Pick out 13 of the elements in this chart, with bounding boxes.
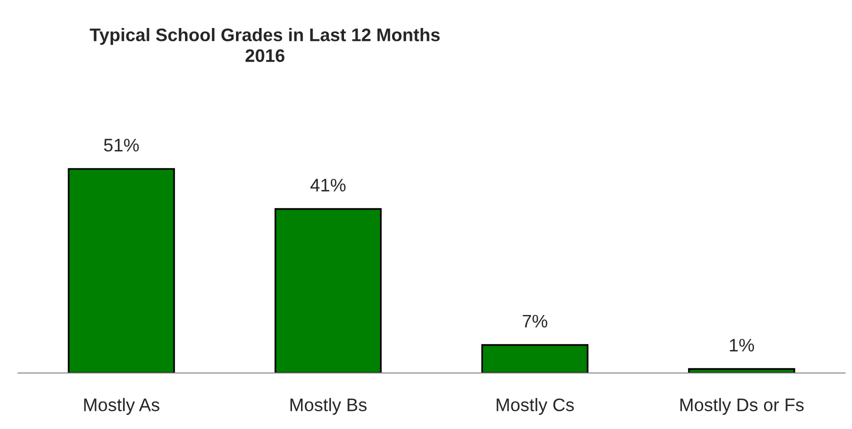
bar	[481, 344, 588, 373]
data-label: 51%	[104, 138, 139, 152]
chart-title: Typical School Grades in Last 12 Months 2016	[90, 28, 440, 62]
x-tick-label: Mostly As	[84, 398, 160, 415]
bar	[274, 208, 382, 373]
bar	[688, 368, 796, 373]
bar	[68, 168, 175, 373]
x-tick-label: Mostly Ds or Fs	[680, 398, 804, 415]
data-label: 41%	[310, 178, 346, 192]
data-label: 1%	[730, 338, 754, 352]
x-tick-label: Mostly Bs	[290, 398, 367, 415]
x-tick-label: Mostly Cs	[496, 398, 574, 415]
data-label: 7%	[522, 314, 548, 328]
